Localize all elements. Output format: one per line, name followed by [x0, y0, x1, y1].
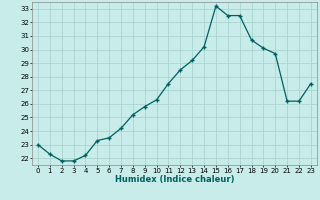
X-axis label: Humidex (Indice chaleur): Humidex (Indice chaleur) — [115, 175, 234, 184]
